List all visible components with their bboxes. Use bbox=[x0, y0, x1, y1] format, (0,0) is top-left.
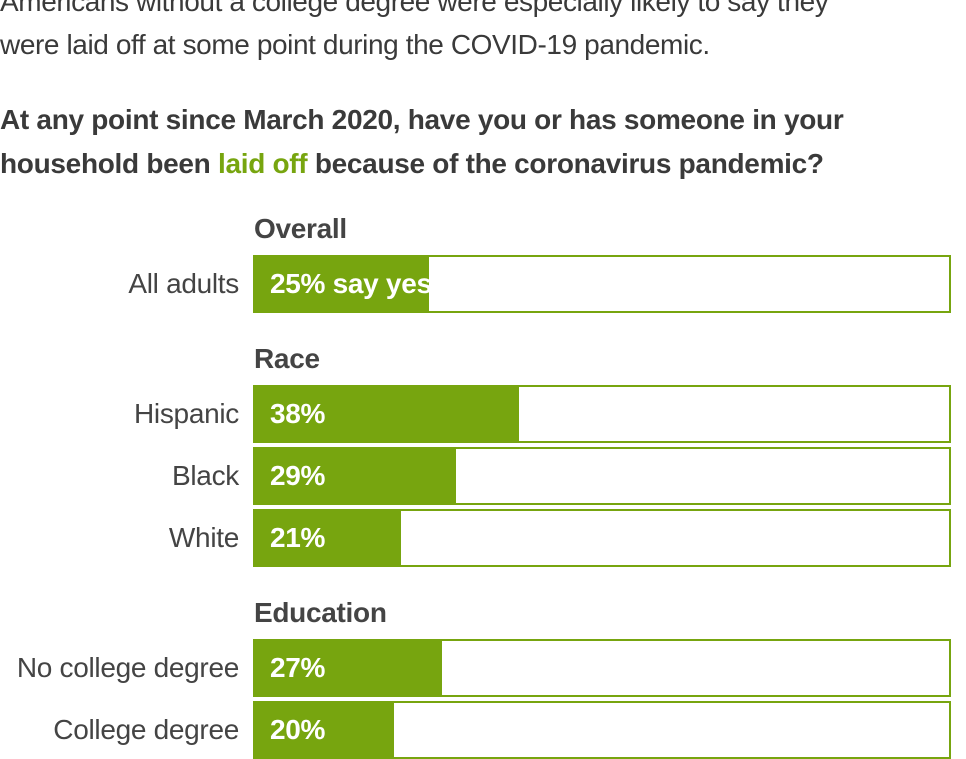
bar-track-all-adults: 25% say yes bbox=[253, 255, 951, 313]
row-label-all-adults: All adults bbox=[128, 268, 239, 299]
row-label-black: Black bbox=[172, 460, 239, 491]
bar-row-black: Black 29% bbox=[0, 447, 966, 505]
data-label-hispanic: 38% bbox=[270, 398, 326, 429]
bar-track-black: 29% bbox=[253, 447, 951, 505]
bar-all-adults bbox=[255, 257, 429, 311]
question-highlight: laid off bbox=[217, 148, 308, 179]
group-label-overall: Overall bbox=[254, 213, 347, 244]
question-part-3: because of the coronavirus pandemic? bbox=[307, 148, 824, 179]
bar-track-college-degree: 20% bbox=[253, 701, 951, 759]
bar-row-hispanic: Hispanic 38% bbox=[0, 385, 966, 443]
bar-track-white: 21% bbox=[253, 509, 951, 567]
group-label-education: Education bbox=[254, 597, 387, 628]
question-part-1: At any point since March 2020, have you … bbox=[0, 104, 844, 135]
row-label-white: White bbox=[168, 522, 239, 553]
intro-text: Americans without a college degree were … bbox=[0, 0, 960, 66]
question-text: At any point since March 2020, have you … bbox=[0, 98, 960, 186]
data-label-white: 21% bbox=[270, 522, 326, 553]
bar-white bbox=[255, 511, 401, 565]
bar-track-hispanic: 38% bbox=[253, 385, 951, 443]
group-label-race: Race bbox=[254, 343, 320, 374]
bar-black bbox=[255, 449, 456, 503]
bar-row-college-degree: College degree 20% bbox=[0, 701, 966, 759]
data-label-college-degree: 20% bbox=[270, 714, 326, 745]
data-label-all-adults: 25% say yes bbox=[270, 268, 432, 299]
data-label-no-college-degree: 27% bbox=[270, 652, 326, 683]
bar-row-all-adults: All adults 25% say yes bbox=[0, 255, 966, 313]
question-part-2: household been bbox=[0, 148, 218, 179]
bar-track-no-college-degree: 27% bbox=[253, 639, 951, 697]
bar-row-no-college-degree: No college degree 27% bbox=[0, 639, 966, 697]
bar-hispanic bbox=[255, 387, 519, 441]
intro-line-2: were laid off at some point during the C… bbox=[0, 29, 710, 60]
row-label-college-degree: College degree bbox=[53, 714, 239, 745]
bar-row-white: White 21% bbox=[0, 509, 966, 567]
bar-chart: Overall All adults 25% say yes Race Hispanic… bbox=[0, 213, 966, 759]
row-label-no-college-degree: No college degree bbox=[16, 652, 239, 683]
bar-no-college-degree bbox=[255, 641, 442, 695]
intro-line-1: Americans without a college degree were … bbox=[0, 0, 829, 17]
row-label-hispanic: Hispanic bbox=[134, 398, 239, 429]
data-label-black: 29% bbox=[270, 460, 326, 491]
